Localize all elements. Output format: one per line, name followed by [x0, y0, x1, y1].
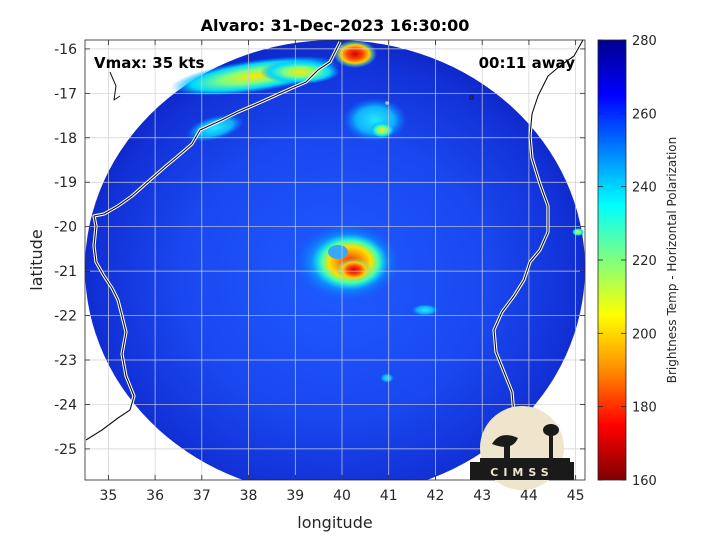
northern-band-core [370, 122, 394, 138]
colorbar-tick-label: 180 [632, 401, 657, 416]
y-tick-label: -18 [54, 131, 77, 147]
colorbar-tick-label: 160 [632, 474, 657, 489]
y-tick-label: -25 [54, 442, 77, 458]
logo-text: CIMSS [490, 466, 553, 479]
y-tick-label: -23 [54, 353, 77, 369]
colorbar-tick-label: 240 [632, 181, 657, 196]
colorbar-tick-label: 220 [632, 254, 657, 269]
x-tick-label: 40 [333, 488, 351, 504]
swath-data-layer [85, 40, 585, 480]
logo-text-band [470, 462, 574, 480]
coastlines [85, 40, 585, 442]
cimss-logo: CIMSS [470, 406, 574, 490]
y-tick-label: -20 [54, 220, 77, 236]
y-tick-label: -24 [54, 397, 77, 413]
y-tick-label: -21 [54, 264, 77, 280]
logo-dish-mount [504, 446, 510, 460]
logo-tower-tank [543, 424, 559, 436]
south-cyan-dot [380, 373, 394, 383]
x-tick-label: 43 [473, 488, 491, 504]
east-cyan-streak [411, 304, 439, 316]
small-island-2 [385, 101, 389, 105]
logo-dish-icon [492, 435, 518, 447]
storm-eye-hotspot [336, 258, 372, 282]
mozambique-coastline-outline [85, 41, 341, 441]
madagascar-coastline-outline [493, 40, 584, 431]
y-ticks: -16 -17 -18 -19 -20 -21 -22 -23 -24 -25 [54, 42, 585, 458]
x-tick-label: 35 [99, 488, 117, 504]
y-tick-label: -17 [54, 86, 77, 102]
grid-lines [85, 40, 585, 480]
vmax-label: Vmax: 35 kts [94, 54, 204, 72]
axes-frame [84, 39, 586, 481]
x-tick-label: 44 [520, 488, 538, 504]
x-tick-label: 38 [240, 488, 258, 504]
x-tick-label: 41 [380, 488, 398, 504]
eye-hole [328, 245, 348, 259]
x-tick-label: 36 [146, 488, 164, 504]
north-convection-cell [260, 60, 340, 84]
logo-ground [480, 458, 570, 464]
colorbar-tick-label: 200 [632, 327, 657, 342]
colorbar-label: Brightness Temp - Horizontal Polarizatio… [665, 137, 679, 384]
small-island [469, 95, 474, 100]
colorbar-tick-label: 260 [632, 107, 657, 122]
x-tick-label: 45 [567, 488, 585, 504]
y-tick-label: -22 [54, 309, 77, 325]
time-offset-label: 00:11 away [479, 54, 576, 72]
north-edge-cell [333, 40, 377, 68]
x-axis-label: longitude [297, 513, 372, 532]
colorbar-ticks: 160 180 200 220 240 260 280 [598, 34, 657, 489]
x-ticks: 35 36 37 38 39 40 41 42 43 44 45 [99, 40, 585, 504]
x-tick-label: 42 [427, 488, 445, 504]
y-axis-label: latitude [27, 229, 46, 290]
y-tick-label: -16 [54, 42, 77, 58]
y-tick-label: -19 [54, 175, 77, 191]
east-edge-cell [572, 228, 584, 236]
land-coastline-northwest [109, 71, 121, 101]
x-tick-label: 39 [286, 488, 304, 504]
colorbar-tick-label: 280 [632, 34, 657, 49]
x-tick-label: 37 [193, 488, 211, 504]
west-coast-band [185, 114, 245, 142]
logo-tower-icon [549, 432, 553, 460]
figure-title: Alvaro: 31-Dec-2023 16:30:00 [201, 16, 470, 35]
